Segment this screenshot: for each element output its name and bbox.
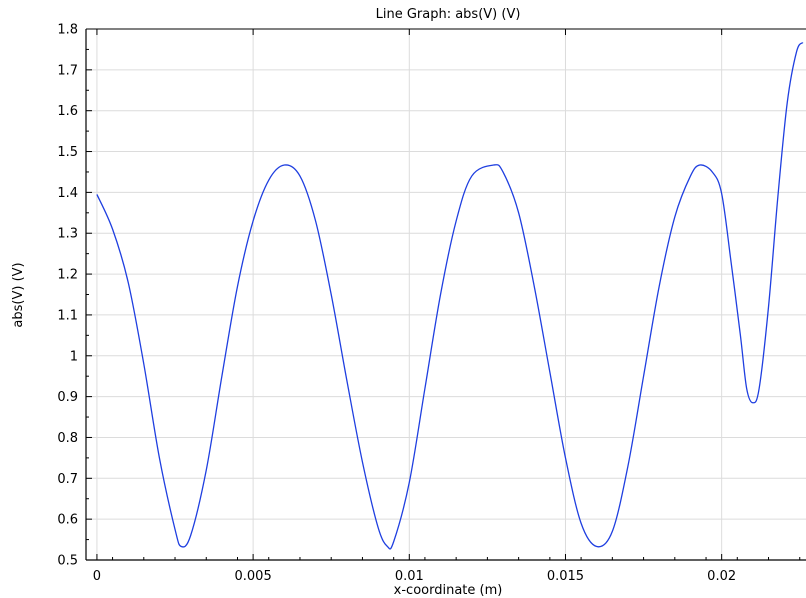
chart-title: Line Graph: abs(V) (V) [376, 7, 521, 22]
series-layer [96, 41, 804, 550]
x-tick-label: 0.015 [547, 569, 584, 584]
x-tick-label: 0.01 [395, 569, 424, 584]
x-tick-label: 0 [93, 569, 101, 584]
y-tick-label: 1 [70, 349, 78, 364]
y-tick-label: 1.1 [57, 308, 78, 323]
y-tick-label: 1.7 [57, 63, 78, 78]
x-tick-label: 0.005 [235, 569, 272, 584]
axes: 0 0.005 0.01 0.015 0.02 0.5 0.6 0.7 0.8 0.9 1 1.1 1.… [57, 23, 806, 584]
x-axis-title: x-coordinate (m) [394, 583, 503, 598]
y-tick-label: 1.5 [57, 145, 78, 160]
y-tick-label: 1.6 [57, 104, 78, 119]
y-tick-label: 0.7 [57, 472, 78, 487]
grid [86, 28, 806, 561]
x-tick-label: 0.02 [707, 569, 736, 584]
y-tick-label: 1.4 [57, 186, 78, 201]
y-tick-label: 0.8 [57, 431, 78, 446]
y-tick-label: 1.2 [57, 268, 78, 283]
series-line [96, 41, 804, 550]
y-axis-title: abs(V) (V) [11, 262, 26, 327]
y-tick-label: 0.9 [57, 390, 78, 405]
y-tick-label: 1.3 [57, 227, 78, 242]
y-tick-label: 1.8 [57, 23, 78, 38]
y-tick-label: 0.5 [57, 554, 78, 569]
y-tick-label: 0.6 [57, 513, 78, 528]
